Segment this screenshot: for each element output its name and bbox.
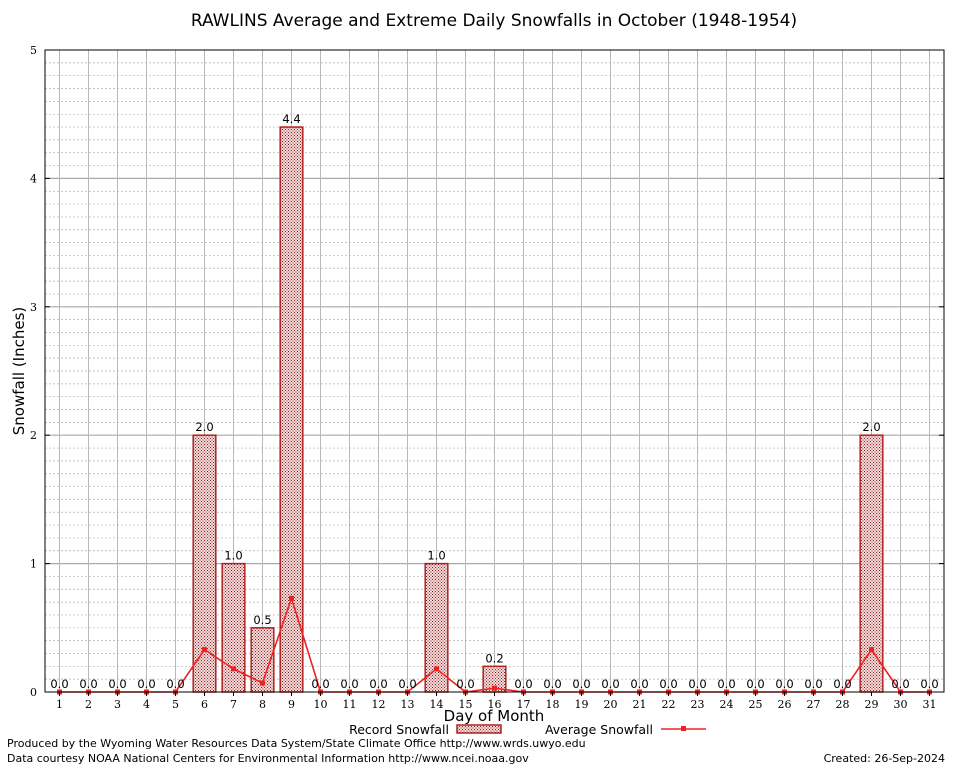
x-tick-label: 7 [230, 698, 237, 711]
bar-value-label: 4.4 [282, 112, 300, 126]
x-axis-title: Day of Month [444, 707, 545, 725]
legend: Record Snowfall Average Snowfall [349, 722, 706, 737]
bar-value-label: 0.0 [659, 677, 677, 691]
x-tick-label: 5 [172, 698, 179, 711]
bar-value-label: 0.0 [601, 677, 619, 691]
x-tick-label: 25 [749, 698, 763, 711]
average-point [260, 680, 265, 686]
bar-value-label: 0.0 [804, 677, 822, 691]
bar-value-label: 0.0 [369, 677, 387, 691]
x-tick-label: 9 [288, 698, 295, 711]
bar-value-label: 0.0 [137, 677, 155, 691]
average-point [202, 647, 207, 653]
bar-value-label: 0.0 [572, 677, 590, 691]
y-tick-label: 4 [30, 172, 37, 185]
legend-record-label: Record Snowfall [349, 722, 449, 737]
y-tick-label: 1 [30, 558, 37, 571]
bar-value-label: 0.0 [630, 677, 648, 691]
bar-value-label: 1.0 [427, 549, 445, 563]
x-tick-label: 8 [259, 698, 266, 711]
bar-value-label: 0.0 [398, 677, 416, 691]
bar-value-label: 0.0 [688, 677, 706, 691]
bar-value-label: 0.0 [456, 677, 474, 691]
bar-value-label: 0.0 [833, 677, 851, 691]
bar-value-label: 0.5 [253, 613, 271, 627]
bar-value-label: 0.0 [50, 677, 68, 691]
y-axis-title: Snowfall (Inches) [10, 307, 28, 435]
grid [45, 50, 944, 692]
record-bar [192, 434, 217, 693]
x-tick-label: 23 [691, 698, 705, 711]
x-tick-label: 13 [401, 698, 415, 711]
legend-record-swatch [456, 724, 502, 734]
x-tick-label: 20 [604, 698, 618, 711]
x-tick-label: 27 [807, 698, 821, 711]
record-bar [279, 126, 304, 693]
bar-value-label: 0.0 [717, 677, 735, 691]
record-bar [424, 562, 449, 693]
x-tick-label: 4 [143, 698, 150, 711]
x-tick-label: 15 [459, 698, 473, 711]
legend-average-marker [681, 726, 686, 731]
bar-value-label: 0.0 [920, 677, 938, 691]
bar-value-label: 2.0 [862, 420, 880, 434]
bar-value-label: 0.0 [311, 677, 329, 691]
x-tick-label: 24 [720, 698, 734, 711]
bar-value-label: 0.0 [166, 677, 184, 691]
footer-created: Created: 26-Sep-2024 [823, 752, 945, 765]
bar-value-label: 2.0 [195, 420, 213, 434]
record-bar [859, 434, 884, 693]
x-tick-label: 11 [343, 698, 357, 711]
x-tick-label: 31 [923, 698, 937, 711]
x-tick-label: 2 [85, 698, 92, 711]
bar-value-label: 0.0 [108, 677, 126, 691]
x-tick-label: 16 [488, 698, 502, 711]
bar-value-label: 0.0 [891, 677, 909, 691]
bar-value-label: 0.0 [775, 677, 793, 691]
x-tick-label: 14 [430, 698, 444, 711]
footer-produced-by: Produced by the Wyoming Water Resources … [7, 737, 586, 750]
y-tick-label: 2 [30, 429, 37, 442]
average-point [289, 595, 294, 601]
x-tick-label: 26 [778, 698, 792, 711]
bar-value-label: 0.0 [746, 677, 764, 691]
bar-value-label: 1.0 [224, 549, 242, 563]
x-tick-label: 3 [114, 698, 121, 711]
x-tick-label: 30 [894, 698, 908, 711]
footer-data-courtesy: Data courtesy NOAA National Centers for … [7, 752, 529, 765]
x-tick-label: 19 [575, 698, 589, 711]
average-point [869, 647, 874, 653]
legend-average-label: Average Snowfall [545, 722, 653, 737]
average-point [492, 685, 497, 691]
y-tick-label: 0 [30, 686, 37, 699]
x-tick-label: 28 [836, 698, 850, 711]
x-tick-label: 6 [201, 698, 208, 711]
y-tick-label: 5 [30, 44, 37, 57]
x-tick-label: 12 [372, 698, 386, 711]
average-point [231, 666, 236, 672]
bar-value-label: 0.2 [485, 651, 503, 665]
bar-value-label: 0.0 [340, 677, 358, 691]
chart-title: RAWLINS Average and Extreme Daily Snowfa… [191, 11, 797, 31]
average-point [434, 666, 439, 672]
bar-value-label: 0.0 [79, 677, 97, 691]
x-tick-label: 18 [546, 698, 560, 711]
x-tick-label: 29 [865, 698, 879, 711]
record-snowfall-bars [192, 126, 884, 693]
bar-value-label: 0.0 [514, 677, 532, 691]
x-tick-label: 17 [517, 698, 531, 711]
x-tick-label: 21 [633, 698, 647, 711]
x-tick-label: 22 [662, 698, 676, 711]
bar-value-label: 0.0 [543, 677, 561, 691]
x-tick-label: 1 [56, 698, 63, 711]
y-tick-label: 3 [30, 301, 37, 314]
bar-data-labels: 0.0 0.0 0.0 0.0 0.0 2.0 1.0 0.5 4.4 0.0 0.0 0.0 0.0 1… [50, 112, 938, 691]
x-tick-label: 10 [314, 698, 328, 711]
